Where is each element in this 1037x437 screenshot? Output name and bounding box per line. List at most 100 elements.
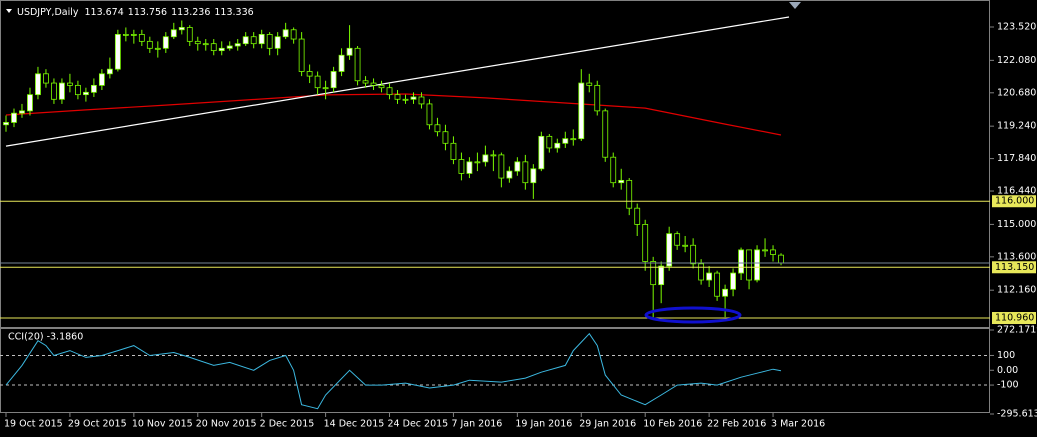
y-tick-label: -295.6136 (997, 409, 1037, 420)
indicator-line (5, 16, 790, 147)
candle-body (194, 40, 201, 45)
candle-body (114, 34, 121, 70)
y-tick-label: 112.160 (997, 285, 1036, 296)
candle-body (378, 84, 385, 89)
candle-body (530, 168, 537, 184)
candle-body (83, 91, 89, 96)
candle-body (27, 94, 33, 112)
x-tick-label: 10 Feb 2016 (643, 419, 702, 430)
header-high: 113.756 (128, 7, 167, 18)
candle-body (674, 233, 681, 246)
candle-body (306, 71, 313, 77)
candle-body (394, 94, 401, 100)
candle-body (314, 75, 321, 89)
candle-body (186, 27, 193, 42)
candle-body (298, 38, 305, 72)
annotation-ellipse (644, 306, 742, 324)
candle-body (290, 29, 297, 40)
candle-body (514, 161, 521, 172)
candle-body (338, 54, 345, 72)
plot-area: 123.520 122.080 120.680 119.240 117.840 116.4… (0, 16, 1037, 430)
level-label-box (992, 195, 1036, 208)
candle-body (35, 73, 41, 96)
candle-body (458, 159, 465, 174)
candle-body (218, 47, 225, 52)
x-tick-label: 29 Oct 2015 (68, 419, 127, 430)
header-open: 113.674 (84, 7, 123, 18)
candle-body (90, 84, 97, 93)
candle-body (330, 71, 337, 89)
main-panel-frame (0, 0, 990, 328)
candle-body (98, 73, 105, 86)
candle-body (67, 82, 73, 86)
y-tick-label: 119.240 (997, 121, 1036, 132)
candle-body (602, 110, 609, 158)
candle-body (546, 135, 553, 149)
candle-body (130, 34, 137, 36)
candle-body (698, 263, 705, 281)
candle-body (282, 29, 289, 38)
candle-body (642, 224, 649, 262)
candle-body (594, 84, 601, 112)
candle-body (226, 45, 233, 49)
candle-body (386, 87, 393, 96)
candle-body (370, 82, 377, 86)
candle-body (762, 249, 768, 252)
candle-body (266, 34, 273, 49)
candle-body (506, 170, 513, 179)
y-tick-label: 100 (997, 350, 1015, 361)
level-label: 110.960 (995, 313, 1034, 324)
candle-body (746, 249, 752, 281)
y-tick-label: -100 (997, 380, 1019, 391)
candle-body (722, 288, 728, 297)
chart-header: USDJPY,Daily 113.674 113.756 113.236 113.336 (17, 7, 254, 18)
candle-body (362, 80, 369, 84)
chart-shift-marker (789, 2, 801, 9)
indicator-line (5, 93, 782, 136)
candle-body (618, 179, 625, 184)
menu-triangle[interactable] (6, 9, 12, 13)
candle-body (490, 154, 497, 157)
y-tick-label: 113.600 (997, 251, 1036, 262)
candle-body (242, 36, 249, 45)
y-tick-label: 0.00 (997, 365, 1018, 376)
x-tick-label: 24 Dec 2015 (388, 419, 449, 430)
indicator-line (5, 332, 782, 410)
candle-body (418, 96, 425, 105)
candle-body (666, 233, 673, 267)
header-low: 113.236 (171, 7, 210, 18)
candle-body (122, 34, 129, 36)
candle-body (690, 244, 697, 265)
y-tick-label: 123.520 (997, 21, 1036, 32)
x-tick-label: 3 Mar 2016 (771, 419, 825, 430)
candle-body (714, 272, 721, 297)
candle-body (682, 244, 689, 247)
x-tick-label: 10 Nov 2015 (132, 419, 193, 430)
candle-body (578, 82, 585, 140)
candle-body (154, 47, 161, 50)
y-tick-label: 115.000 (997, 219, 1036, 230)
candle-body (538, 135, 545, 170)
candle-body (706, 272, 713, 281)
x-tick-label: 29 Jan 2016 (579, 419, 636, 430)
x-tick-label: 2 Dec 2015 (260, 419, 315, 430)
candle-body (474, 161, 481, 164)
y-tick-label: 272.1719 (997, 325, 1037, 336)
candle-body (178, 27, 185, 31)
candle-body (59, 82, 65, 100)
candle-body (650, 261, 657, 286)
candle-body (410, 96, 417, 100)
level-label-box (992, 312, 1036, 325)
candle-body (498, 154, 505, 179)
candle-body (202, 43, 209, 46)
candle-body (11, 112, 17, 123)
candle-body (138, 34, 145, 42)
candle-body (75, 84, 81, 96)
candle-body (402, 98, 409, 101)
candle-body (482, 154, 489, 163)
y-tick-label: 122.080 (997, 55, 1036, 66)
y-tick-label: 120.680 (997, 87, 1036, 98)
candle-body (562, 138, 569, 144)
x-tick-label: 7 Jan 2016 (451, 419, 502, 430)
candle-body (586, 82, 593, 86)
